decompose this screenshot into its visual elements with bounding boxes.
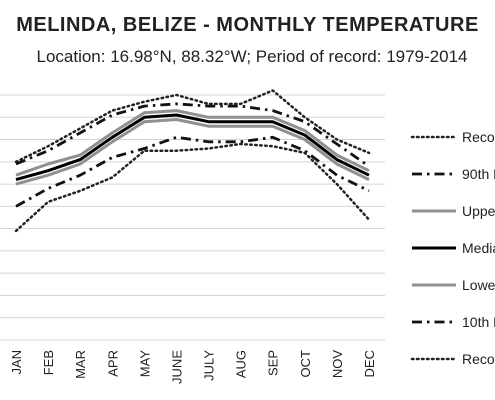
x-tick-label: DEC — [362, 350, 377, 377]
x-tick-label: MAY — [137, 350, 152, 378]
x-tick-label: JAN — [9, 350, 24, 375]
x-tick-label: OCT — [298, 350, 313, 378]
chart-title: MELINDA, BELIZE - MONTHLY TEMPERATURE — [16, 14, 479, 36]
legend-label: Lower Quartile — [462, 277, 495, 293]
x-tick-label: SEP — [266, 350, 281, 376]
x-tick-label: FEB — [41, 350, 56, 375]
x-tick-label: JUNE — [169, 350, 184, 384]
series-line-1 — [15, 102, 370, 168]
x-tick-label: MAR — [73, 350, 88, 379]
x-tick-label: APR — [105, 350, 120, 377]
x-tick-label: NOV — [330, 350, 345, 379]
series-line-6 — [14, 142, 371, 233]
series-line-0 — [14, 89, 371, 164]
legend-label: Record High — [462, 129, 495, 145]
x-tick-label: AUG — [234, 350, 249, 378]
legend-label: 10th Percentile — [462, 314, 495, 330]
series-line-3 — [15, 113, 370, 182]
x-tick-label: JULY — [202, 350, 217, 381]
chart-subtitle: Location: 16.98°N, 88.32°W; Period of re… — [36, 47, 468, 66]
legend-label: Record Low — [462, 351, 495, 367]
legend-label: Median — [462, 240, 495, 256]
series-line-4 — [15, 118, 370, 186]
series-line-2 — [15, 109, 370, 177]
legend-label: Upper Quartile — [462, 203, 495, 219]
x-tick-labels: JAN FEB MAR APR MAY JUNE JULY AUG SEP OCT NOV DEC — [9, 350, 377, 384]
gridlines — [0, 94, 385, 341]
series-lines — [14, 89, 371, 233]
legend: Record High 90th Percentile Upper Quartile… — [410, 129, 495, 367]
legend-label: 90th Percentile — [462, 166, 495, 182]
